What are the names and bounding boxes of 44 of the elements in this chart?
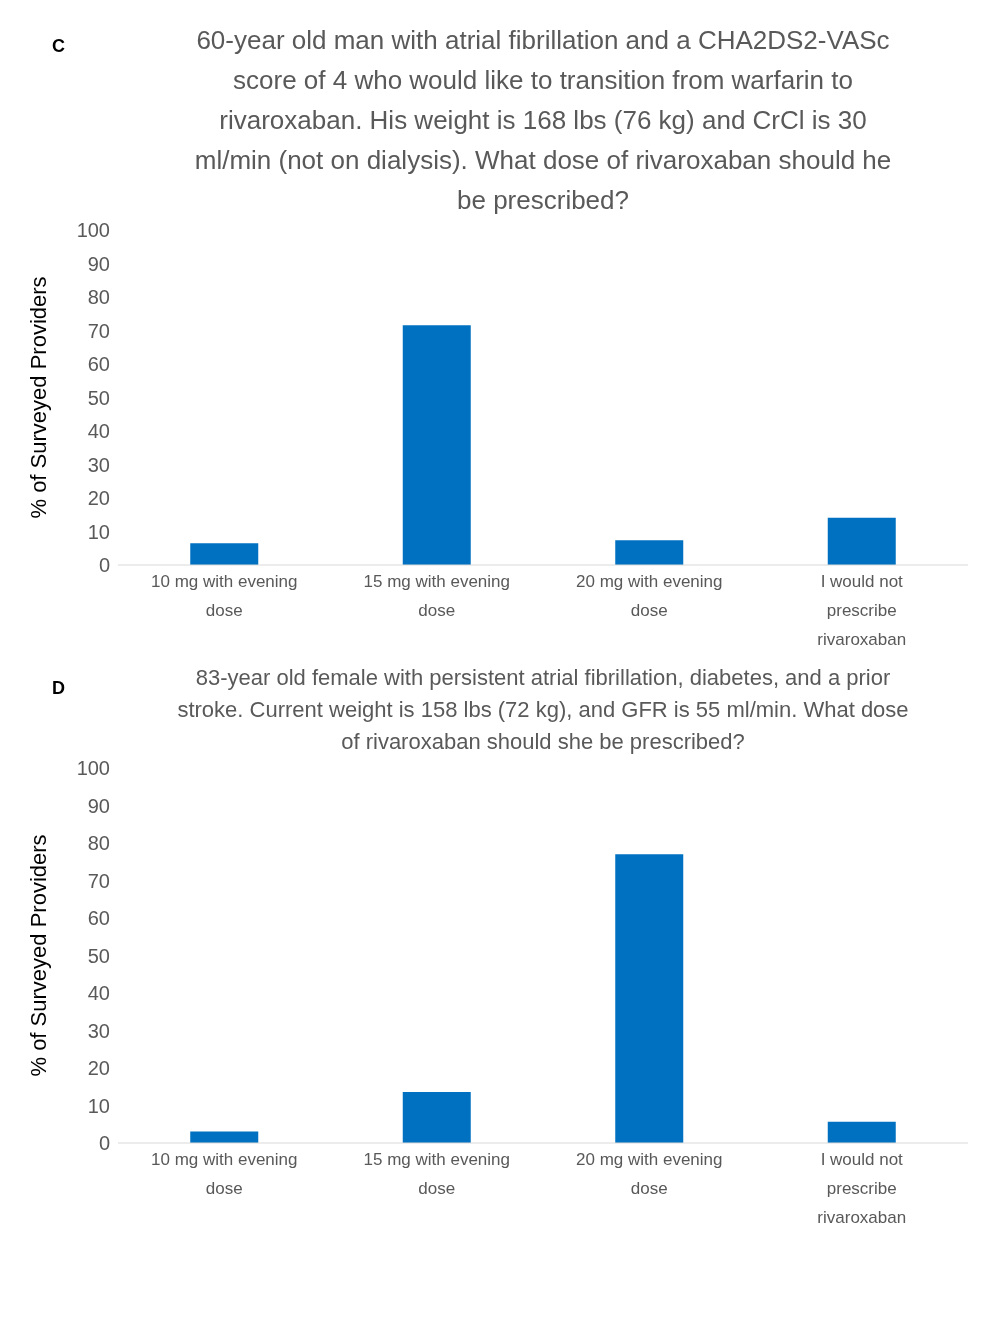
y-tick-label: 30	[87, 453, 110, 476]
x-tick-label: 10 mg with evening dose	[151, 572, 298, 620]
x-tick-label: I would not prescribe rivaroxaban	[817, 1150, 907, 1227]
bar	[190, 1131, 259, 1143]
bar	[190, 543, 259, 565]
y-tick-label: 10	[87, 520, 110, 543]
x-tick-label: I would not prescribe rivaroxaban	[817, 572, 907, 649]
bar	[615, 540, 684, 565]
y-tick-label: 40	[87, 982, 110, 1005]
bar	[827, 517, 896, 565]
y-tick-label: 30	[87, 1019, 110, 1042]
y-axis-title: % of Surveyed Providers	[25, 276, 51, 519]
y-tick-label: 60	[87, 353, 110, 376]
y-tick-label: 80	[87, 832, 110, 855]
text: D	[52, 678, 65, 699]
x-tick-label: 10 mg with evening dose	[151, 1150, 298, 1198]
bar	[402, 1092, 471, 1143]
y-tick-label: 10	[87, 1094, 110, 1117]
bar	[827, 1121, 896, 1143]
text: C	[52, 36, 65, 57]
y-tick-label: 50	[87, 944, 110, 967]
y-tick-label: 100	[76, 757, 110, 780]
y-tick-label: 100	[76, 219, 110, 242]
y-tick-label: 20	[87, 1057, 110, 1080]
x-tick-label: 15 mg with evening dose	[363, 1150, 510, 1198]
y-tick-label: 0	[98, 554, 110, 577]
x-tick-label: 20 mg with evening dose	[576, 1150, 723, 1198]
y-tick-label: 90	[87, 794, 110, 817]
y-axis-title: % of Surveyed Providers	[25, 834, 51, 1077]
bar	[402, 325, 471, 565]
y-tick-label: 60	[87, 907, 110, 930]
y-tick-label: 0	[98, 1132, 110, 1155]
y-tick-label: 70	[87, 319, 110, 342]
y-tick-label: 50	[87, 386, 110, 409]
y-tick-label: 90	[87, 252, 110, 275]
bar	[615, 854, 684, 1143]
y-tick-label: 80	[87, 286, 110, 309]
y-tick-label: 20	[87, 487, 110, 510]
x-tick-label: 20 mg with evening dose	[576, 572, 723, 620]
chart-title: 60-year old man with atrial fibrillation and a CHA2DS2-VASc score of 4 who would like to transition from warfarin to rivaroxaban. His weight is 168 lbs (76 kg) and CrCl is 30 ml/min (not on dialysis). What dose of rivaroxaban should he be prescribed?	[193, 24, 893, 217]
y-tick-label: 40	[87, 420, 110, 443]
x-tick-label: 15 mg with evening dose	[363, 572, 510, 620]
y-tick-label: 70	[87, 869, 110, 892]
chart-title: 83-year old female with persistent atrial fibrillation, diabetes, and a prior stroke. Current weight is 158 lbs (72 kg), and GFR is 55 ml/min. What dose of rivaroxaban should she be prescribed?	[176, 664, 910, 756]
